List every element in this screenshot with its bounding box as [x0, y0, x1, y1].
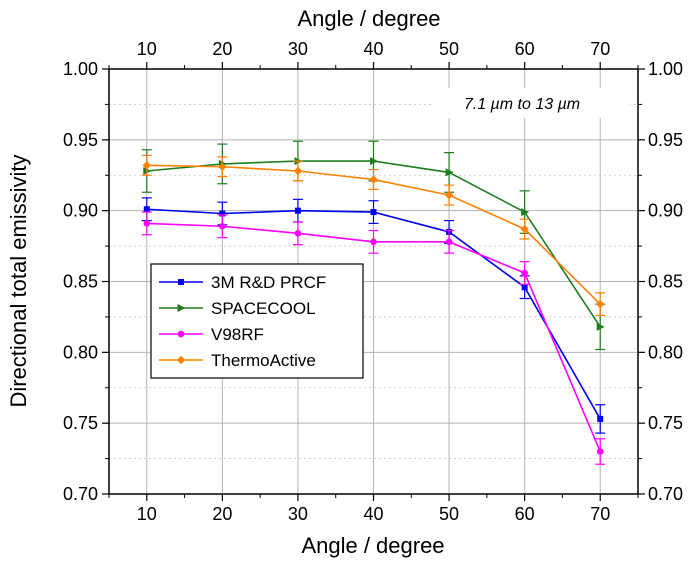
data-point: [445, 168, 454, 177]
legend-label: 3M R&D PRCF: [211, 273, 326, 292]
right-y-tick-label: 1.00: [648, 59, 683, 79]
series-v98rf: [141, 211, 606, 465]
x-tick-label: 10: [137, 504, 157, 524]
data-point: [294, 230, 302, 237]
x-tick-label: 30: [288, 504, 308, 524]
data-point: [143, 206, 150, 213]
legend-marker: [177, 330, 185, 338]
y-axis-title: Directional total emissivity: [6, 154, 31, 407]
top-x-tick-label: 60: [515, 39, 535, 59]
tick-labels: 10 10 20 20 30 30 40 40 50 50 60 60 70 70 0.70 0.70 0.75…: [63, 39, 683, 524]
x-tick-label: 50: [439, 504, 459, 524]
legend-label: ThermoActive: [211, 351, 316, 370]
y-tick-label: 1.00: [63, 59, 98, 79]
data-point: [521, 269, 528, 277]
x-tick-label: 60: [515, 504, 535, 524]
data-point: [293, 166, 303, 176]
right-y-tick-label: 0.90: [648, 201, 683, 221]
data-point: [370, 238, 377, 246]
legend-marker: [178, 279, 184, 285]
legend-box: [150, 263, 364, 379]
legend-marker: [176, 355, 186, 365]
y-tick-label: 0.70: [63, 484, 98, 504]
legend-label: V98RF: [211, 325, 264, 344]
right-y-tick-label: 0.85: [648, 272, 683, 292]
x-tick-label: 40: [363, 504, 383, 524]
x-tick-label: 70: [590, 504, 610, 524]
data-point: [596, 322, 605, 331]
annotation-box: [434, 88, 630, 118]
data-point: [219, 222, 226, 230]
data-point: [294, 207, 301, 214]
data-point: [445, 238, 453, 246]
data-point: [218, 162, 227, 171]
data-point: [597, 415, 604, 422]
right-y-tick-label: 0.80: [648, 342, 683, 362]
right-y-tick-label: 0.95: [648, 130, 683, 150]
data-point: [596, 448, 604, 455]
data-point: [596, 299, 605, 309]
data-point: [143, 220, 151, 227]
x-axis-title: Angle / degree: [301, 533, 444, 558]
right-y-tick-label: 0.75: [648, 413, 683, 433]
top-x-tick-label: 70: [590, 39, 610, 59]
data-point: [521, 208, 530, 217]
top-x-tick-label: 30: [288, 39, 308, 59]
y-tick-label: 0.80: [63, 342, 98, 362]
data-point: [444, 190, 454, 200]
data-point: [520, 224, 529, 234]
wavelength-annotation: 7.1 µm to 13 µm: [464, 96, 580, 113]
data-point: [521, 284, 528, 291]
top-x-tick-label: 40: [363, 39, 383, 59]
y-tick-label: 0.95: [63, 130, 98, 150]
y-tick-label: 0.90: [63, 201, 98, 221]
y-tick-label: 0.75: [63, 413, 98, 433]
y-tick-label: 0.85: [63, 272, 98, 292]
top-x-tick-label: 20: [212, 39, 232, 59]
data-point: [142, 161, 151, 170]
top-x-axis-title: Angle / degree: [297, 6, 440, 31]
data-point: [370, 157, 378, 166]
legend-marker: [177, 304, 186, 312]
data-point: [370, 209, 377, 216]
x-tick-label: 20: [212, 504, 232, 524]
top-x-tick-label: 10: [137, 39, 157, 59]
legend-label: SPACECOOL: [211, 299, 316, 318]
data-point: [369, 175, 378, 184]
data-point: [219, 210, 226, 217]
series-thermoactive: [141, 154, 606, 317]
right-y-tick-label: 0.70: [648, 484, 683, 504]
top-x-tick-label: 50: [439, 39, 459, 59]
legend: 3M R&D PRCF SPACECOOL V98RF ThermoActive: [150, 263, 364, 379]
series-layer: [141, 140, 606, 465]
axis-ticks: [102, 62, 645, 501]
